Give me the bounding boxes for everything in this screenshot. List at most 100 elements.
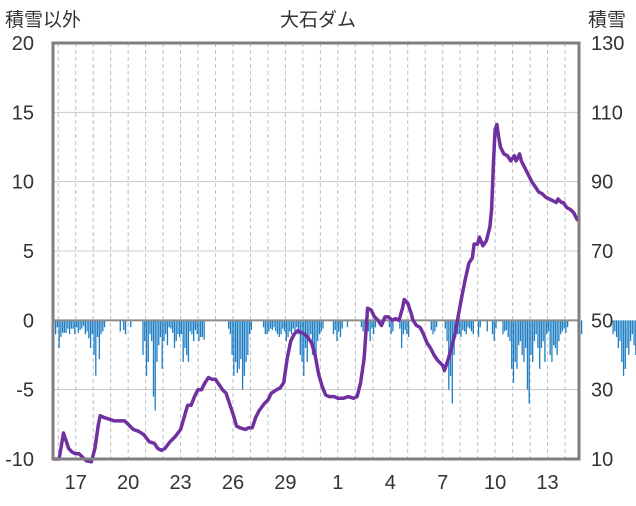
bar	[525, 320, 527, 349]
bar	[526, 320, 529, 390]
bar	[374, 320, 377, 328]
bar	[556, 320, 558, 355]
bar	[77, 320, 79, 333]
bar	[248, 320, 251, 335]
bar	[624, 320, 626, 369]
right-tick-label: 130	[591, 33, 624, 55]
bar	[390, 320, 392, 335]
bar	[70, 320, 73, 329]
bar	[460, 320, 462, 337]
bar	[367, 320, 370, 332]
bar	[124, 320, 127, 335]
x-tick-label: 17	[65, 472, 87, 494]
bar	[434, 320, 436, 332]
bar	[297, 320, 300, 335]
bar	[266, 320, 268, 335]
bar	[79, 320, 81, 331]
bar	[74, 320, 76, 335]
bar	[269, 320, 272, 329]
bar	[346, 320, 349, 328]
right-tick-label: 10	[591, 449, 613, 471]
bar	[250, 320, 252, 331]
bar	[465, 320, 467, 335]
bar	[540, 320, 543, 349]
bar	[507, 320, 509, 337]
bar	[479, 320, 481, 328]
bar	[435, 320, 438, 328]
bar	[201, 320, 204, 337]
bar	[547, 320, 550, 332]
bar	[362, 320, 364, 332]
right-tick-label: 30	[591, 380, 613, 402]
bar	[72, 320, 74, 329]
bar	[262, 320, 265, 328]
bar	[184, 320, 186, 349]
bar	[189, 320, 191, 332]
bar	[502, 320, 504, 335]
bar	[462, 320, 464, 331]
bar	[149, 320, 151, 335]
bar	[273, 320, 275, 328]
left-tick-label: 0	[23, 310, 34, 332]
bar	[528, 320, 530, 404]
right-axis-label: 積雪	[588, 9, 626, 31]
bar	[504, 320, 506, 332]
bar	[622, 320, 625, 376]
left-tick-label: 15	[12, 102, 34, 124]
bar	[299, 320, 301, 355]
bar	[103, 320, 106, 328]
bar	[81, 320, 83, 329]
bar	[289, 320, 291, 332]
bar	[187, 320, 190, 362]
bar	[407, 320, 410, 337]
bar	[505, 320, 508, 331]
line-series	[52, 122, 581, 464]
bar	[95, 320, 97, 376]
bar	[332, 320, 335, 335]
bar	[130, 320, 132, 328]
bar	[388, 320, 391, 328]
bar	[399, 320, 401, 329]
right-axis-tick-labels: 130 110 90 70 50 30 10	[591, 33, 624, 471]
bar	[628, 320, 630, 355]
bar	[339, 320, 342, 337]
left-axis-label: 積雪以外	[5, 9, 81, 31]
bar	[63, 320, 66, 333]
bar	[463, 320, 466, 332]
left-axis-tick-labels: 20 15 10 5 0 -5 -10	[5, 33, 34, 471]
right-tick-label: 70	[591, 241, 613, 263]
bar	[234, 320, 237, 362]
bar	[151, 320, 153, 342]
bar	[180, 320, 183, 335]
bar	[546, 320, 548, 335]
bar	[317, 320, 319, 342]
bar	[580, 320, 583, 335]
bar	[82, 320, 85, 326]
bar	[175, 320, 177, 342]
bar	[275, 320, 277, 332]
right-tick-label: 50	[591, 310, 613, 332]
bar	[282, 320, 284, 329]
bar	[84, 320, 86, 335]
bar	[296, 320, 298, 328]
bar	[612, 320, 614, 335]
bar	[516, 320, 518, 369]
bar	[334, 320, 336, 331]
bar	[173, 320, 176, 349]
bar	[147, 320, 149, 362]
bar	[470, 320, 473, 332]
bar	[467, 320, 469, 328]
bar	[96, 320, 99, 337]
bar	[268, 320, 270, 332]
bar	[203, 320, 205, 340]
bar	[619, 320, 621, 342]
snow-depth-line	[52, 122, 581, 464]
bar	[238, 320, 240, 369]
bar	[472, 320, 474, 335]
bar	[301, 320, 303, 362]
bar	[469, 320, 471, 329]
bar	[159, 320, 162, 337]
bar	[88, 320, 90, 339]
bar	[430, 320, 432, 331]
